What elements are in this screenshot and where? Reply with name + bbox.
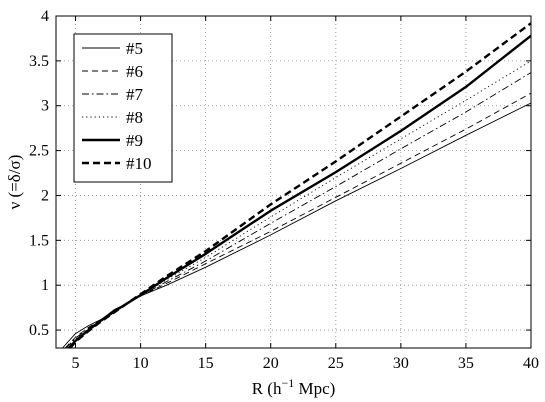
plot-frame bbox=[55, 15, 532, 349]
x-tick-label: 10 bbox=[133, 355, 149, 372]
x-axis-label-main: R (h bbox=[252, 379, 282, 398]
x-axis-label-tail: Mpc) bbox=[294, 379, 335, 398]
y-axis-label: ν (=δ/σ) bbox=[5, 155, 24, 210]
x-tick-label: 35 bbox=[458, 355, 474, 372]
series-layer bbox=[62, 22, 532, 349]
x-tick-label: 40 bbox=[523, 355, 539, 372]
grid bbox=[56, 16, 531, 348]
tick-labels: 5 10 15 20 25 30 35 40 0.5 1 1.5 2 2.5 3 3.5 4 bbox=[29, 8, 539, 372]
y-tick-label: 4 bbox=[41, 8, 49, 25]
legend-label: #10 bbox=[126, 154, 152, 173]
x-tick-label: 25 bbox=[328, 355, 344, 372]
legend-label: #8 bbox=[126, 108, 143, 127]
series-line-3 bbox=[66, 72, 532, 349]
legend-label: #6 bbox=[126, 62, 143, 81]
x-tick-label: 20 bbox=[263, 355, 279, 372]
legend-box bbox=[73, 33, 173, 183]
y-tick-label: 3 bbox=[41, 98, 49, 115]
legend-label: #5 bbox=[126, 39, 143, 58]
legend-label: #9 bbox=[126, 131, 143, 150]
y-tick-label: 1.5 bbox=[29, 232, 49, 249]
x-axis-label-sup: −1 bbox=[281, 376, 294, 390]
legend-label: #7 bbox=[126, 85, 144, 104]
x-axis-label: R (h−1 Mpc) bbox=[252, 376, 336, 398]
series-line-6 bbox=[69, 22, 532, 349]
y-tick-label: 0.5 bbox=[29, 322, 49, 339]
legend: #5 #6 #7 #8 #9 #10 bbox=[73, 33, 173, 183]
y-tick-label: 1 bbox=[41, 277, 49, 294]
y-tick-label: 2.5 bbox=[29, 143, 49, 160]
series-line-1 bbox=[62, 102, 532, 349]
y-tick-label: 2 bbox=[41, 187, 49, 204]
x-tick-label: 30 bbox=[393, 355, 409, 372]
y-tick-label: 3.5 bbox=[29, 53, 49, 70]
x-tick-label: 15 bbox=[198, 355, 214, 372]
x-tick-label: 5 bbox=[72, 355, 80, 372]
series-line-2 bbox=[64, 92, 532, 349]
